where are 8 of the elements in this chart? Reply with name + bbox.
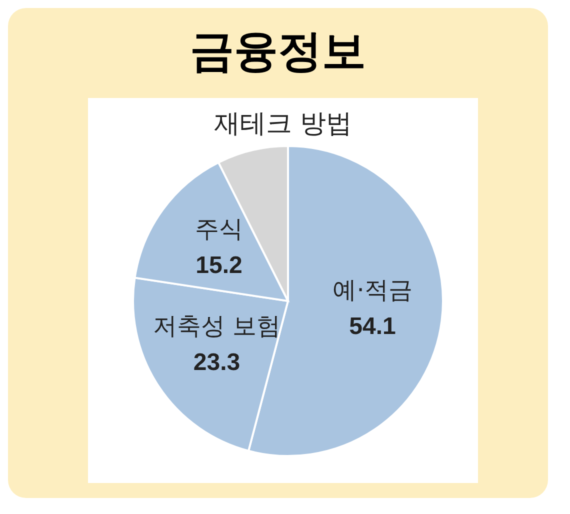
data-label: 54.1	[349, 312, 396, 340]
data-label: 23.3	[193, 348, 240, 376]
slice-label: 예·적금	[332, 276, 412, 304]
chart-title: 금융정보	[189, 25, 367, 79]
data-label: 15.2	[196, 252, 242, 279]
chart-subtitle: 재테크 방법	[212, 108, 354, 139]
slice-label: 저축성 보험	[152, 312, 281, 340]
slice-label: 주식	[195, 214, 244, 243]
